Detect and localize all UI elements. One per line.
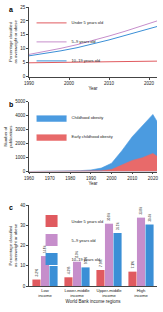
svg-text:Percentage classifiedas overwe: Percentage classifiedas overweight or ob… [8, 223, 18, 267]
svg-text:Childhood obesity: Childhood obesity [72, 115, 104, 120]
svg-text:Number ofpublications: Number ofpublications [3, 126, 13, 148]
svg-text:0: 0 [23, 284, 26, 289]
svg-text:Early childhood obesity: Early childhood obesity [72, 134, 113, 139]
svg-text:10: 10 [20, 46, 26, 51]
svg-text:1000: 1000 [15, 155, 26, 160]
svg-text:2020: 2020 [144, 81, 155, 86]
svg-text:20: 20 [20, 19, 26, 24]
svg-text:10–19 years old: 10–19 years old [72, 58, 100, 63]
svg-text:Year: Year [88, 86, 98, 91]
svg-text:Under 5 years old: Under 5 years old [72, 219, 104, 224]
svg-text:2000: 2000 [107, 176, 118, 181]
svg-text:33.8%: 33.8% [139, 206, 143, 214]
svg-text:12.0%: 12.0% [76, 250, 79, 259]
svg-text:b: b [9, 101, 13, 108]
svg-text:5–9 years old: 5–9 years old [72, 39, 96, 44]
svg-text:Percentage classifiedas overwe: Percentage classifiedas overweight or ob… [8, 20, 18, 64]
svg-text:25: 25 [20, 5, 26, 10]
svg-text:Lowincome: Lowincome [38, 288, 52, 298]
svg-text:1990: 1990 [24, 81, 35, 86]
svg-text:5000: 5000 [15, 99, 26, 104]
svg-text:Upper-middleincome: Upper-middleincome [96, 288, 122, 298]
svg-text:Under 5 years old: Under 5 years old [72, 20, 104, 25]
svg-text:7.1%: 7.1% [131, 261, 135, 269]
svg-text:10–19 years old: 10–19 years old [72, 257, 100, 262]
svg-text:2010: 2010 [104, 81, 115, 86]
svg-text:5: 5 [23, 60, 26, 65]
svg-text:3000: 3000 [15, 127, 26, 132]
svg-text:0: 0 [23, 169, 26, 174]
svg-text:a: a [9, 6, 13, 13]
svg-text:0: 0 [23, 74, 26, 79]
svg-text:1960: 1960 [24, 176, 35, 181]
svg-text:2020: 2020 [148, 176, 159, 181]
svg-text:2000: 2000 [15, 141, 26, 146]
svg-text:Lower-middleincome: Lower-middleincome [64, 288, 90, 298]
svg-text:14.8%: 14.8% [44, 245, 47, 253]
svg-text:30.4%: 30.4% [148, 213, 152, 221]
svg-text:Highincome: Highincome [134, 288, 148, 298]
svg-text:1980: 1980 [65, 176, 76, 181]
svg-text:30.8%: 30.8% [107, 212, 111, 220]
svg-text:10: 10 [20, 263, 26, 268]
svg-text:7.9%: 7.9% [98, 259, 103, 267]
svg-text:1970: 1970 [45, 176, 56, 181]
svg-text:World Bank income regions: World Bank income regions [66, 299, 122, 304]
svg-text:15: 15 [20, 32, 26, 37]
svg-text:30: 30 [20, 223, 26, 228]
svg-text:26.2%: 26.2% [116, 222, 120, 230]
svg-text:40: 40 [20, 203, 26, 208]
svg-text:4.3%: 4.3% [67, 267, 71, 275]
svg-text:c: c [9, 204, 13, 211]
svg-text:2000: 2000 [64, 81, 75, 86]
svg-text:20: 20 [20, 243, 26, 248]
svg-text:5–9 years old: 5–9 years old [72, 238, 96, 243]
svg-text:Year: Year [88, 181, 98, 186]
svg-text:4000: 4000 [15, 113, 26, 118]
svg-text:2010: 2010 [127, 176, 138, 181]
svg-text:3.2%: 3.2% [35, 269, 39, 277]
svg-text:1990: 1990 [86, 176, 97, 181]
